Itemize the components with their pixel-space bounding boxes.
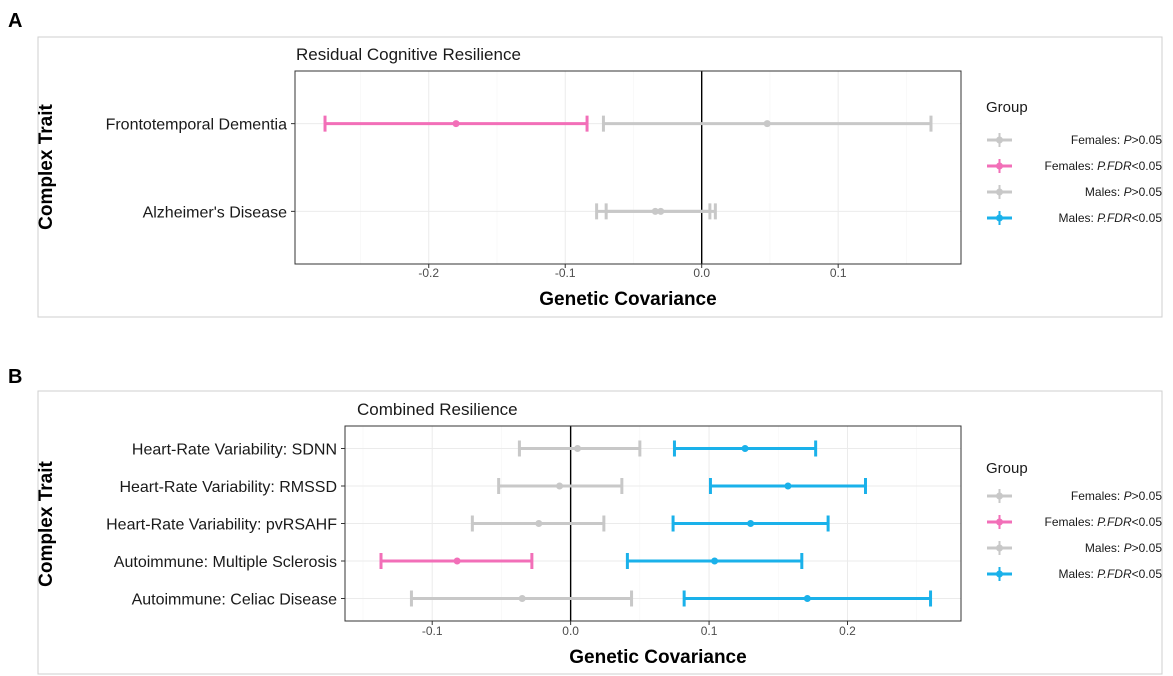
- plot-border: [344, 425, 962, 622]
- legend-entry: Females: P.FDR<0.05: [987, 159, 1162, 173]
- category-label: Heart-Rate Variability: pvRSAHF: [106, 517, 337, 534]
- plot-border: [294, 70, 962, 265]
- panel-letter: A: [8, 10, 22, 32]
- legend-key-point: [996, 492, 1003, 500]
- legend-label: Males: P>0.05: [1085, 185, 1162, 199]
- errorbar-females: [323, 115, 589, 132]
- point-estimate: [453, 557, 461, 565]
- legend: Group Females: P>0.05 Females: P.FDR<0.05 M…: [986, 99, 1162, 225]
- legend-entry: Males: P>0.05: [987, 185, 1162, 199]
- errorbar-males: [672, 440, 818, 457]
- point-estimate: [747, 520, 755, 527]
- panel-letter: B: [8, 366, 22, 388]
- x-tick-label: 0.1: [701, 624, 718, 638]
- point-estimate: [763, 120, 771, 128]
- legend-label: Males: P.FDR<0.05: [1058, 211, 1162, 225]
- x-tick-label: 0.2: [839, 624, 856, 638]
- category-label: Frontotemporal Dementia: [106, 117, 288, 134]
- panel-a: A Residual Cognitive Resilience Frontotemp…: [8, 10, 1163, 318]
- x-tick-label: 0.0: [693, 266, 710, 280]
- errorbar-males: [671, 515, 830, 532]
- plot-area: [295, 71, 961, 264]
- errorbar-females: [517, 440, 642, 457]
- legend-key-point: [996, 162, 1003, 170]
- errorbar-males: [601, 115, 933, 132]
- legend-entry: Females: P.FDR<0.05: [987, 515, 1162, 529]
- legend-key-point: [996, 518, 1003, 526]
- errorbar-males: [625, 553, 804, 569]
- legend: Group Females: P>0.05 Females: P.FDR<0.05 M…: [986, 460, 1162, 581]
- point-estimate: [556, 482, 564, 490]
- legend-label: Males: P.FDR<0.05: [1058, 567, 1162, 581]
- legend-key-point: [996, 136, 1003, 144]
- legend-label: Females: P.FDR<0.05: [1044, 159, 1162, 173]
- panel-border: [37, 36, 1163, 318]
- legend-title: Group: [986, 460, 1028, 477]
- errorbar-females: [379, 553, 534, 569]
- point-estimate: [711, 557, 719, 565]
- x-axis-title: Genetic Covariance: [569, 647, 746, 668]
- x-tick-label: 0.1: [830, 266, 847, 280]
- legend-label: Females: P.FDR<0.05: [1044, 515, 1162, 529]
- x-axis-title: Genetic Covariance: [539, 289, 716, 310]
- legend-label: Females: P>0.05: [1071, 489, 1162, 503]
- x-tick-label: -0.2: [418, 266, 439, 280]
- category-label: Heart-Rate Variability: SDNN: [132, 442, 337, 459]
- legend-key-point: [996, 188, 1003, 196]
- errorbar-females: [409, 590, 634, 607]
- point-estimate: [741, 445, 749, 452]
- y-axis-title: Complex Trait: [36, 104, 57, 230]
- errorbar-females: [470, 515, 606, 532]
- legend-key-point: [996, 570, 1003, 578]
- errorbar-males: [682, 590, 933, 607]
- legend-key-point: [996, 544, 1003, 552]
- legend-label: Females: P>0.05: [1071, 133, 1162, 147]
- legend-title: Group: [986, 99, 1028, 116]
- errorbar-females: [497, 478, 624, 494]
- legend-entry: Females: P>0.05: [987, 133, 1162, 147]
- chart-title: Combined Resilience: [357, 400, 518, 419]
- point-estimate: [803, 595, 811, 602]
- point-estimate: [657, 207, 665, 215]
- category-label: Autoimmune: Multiple Sclerosis: [114, 554, 337, 571]
- category-label: Alzheimer's Disease: [143, 204, 288, 221]
- legend-key-point: [996, 214, 1003, 222]
- x-tick-label: -0.1: [555, 266, 576, 280]
- legend-entry: Males: P.FDR<0.05: [987, 211, 1162, 225]
- point-estimate: [535, 520, 543, 527]
- chart-title: Residual Cognitive Resilience: [296, 45, 521, 64]
- category-label: Heart-Rate Variability: RMSSD: [119, 479, 337, 496]
- legend-entry: Males: P>0.05: [987, 541, 1162, 555]
- y-axis-title: Complex Trait: [36, 461, 57, 587]
- errorbar-males: [708, 478, 867, 494]
- point-estimate: [452, 120, 460, 128]
- point-estimate: [784, 482, 792, 490]
- legend-entry: Females: P>0.05: [987, 489, 1162, 503]
- point-estimate: [574, 445, 582, 452]
- point-estimate: [518, 595, 526, 602]
- x-tick-label: -0.1: [422, 624, 443, 638]
- panel-border: [37, 390, 1163, 675]
- panel-b: B Combined Resilience Heart-Rate Variabili…: [8, 366, 1163, 675]
- legend-entry: Males: P.FDR<0.05: [987, 567, 1162, 581]
- legend-label: Males: P>0.05: [1085, 541, 1162, 555]
- x-tick-label: 0.0: [562, 624, 579, 638]
- errorbar-males: [604, 203, 717, 220]
- category-label: Autoimmune: Celiac Disease: [132, 592, 338, 609]
